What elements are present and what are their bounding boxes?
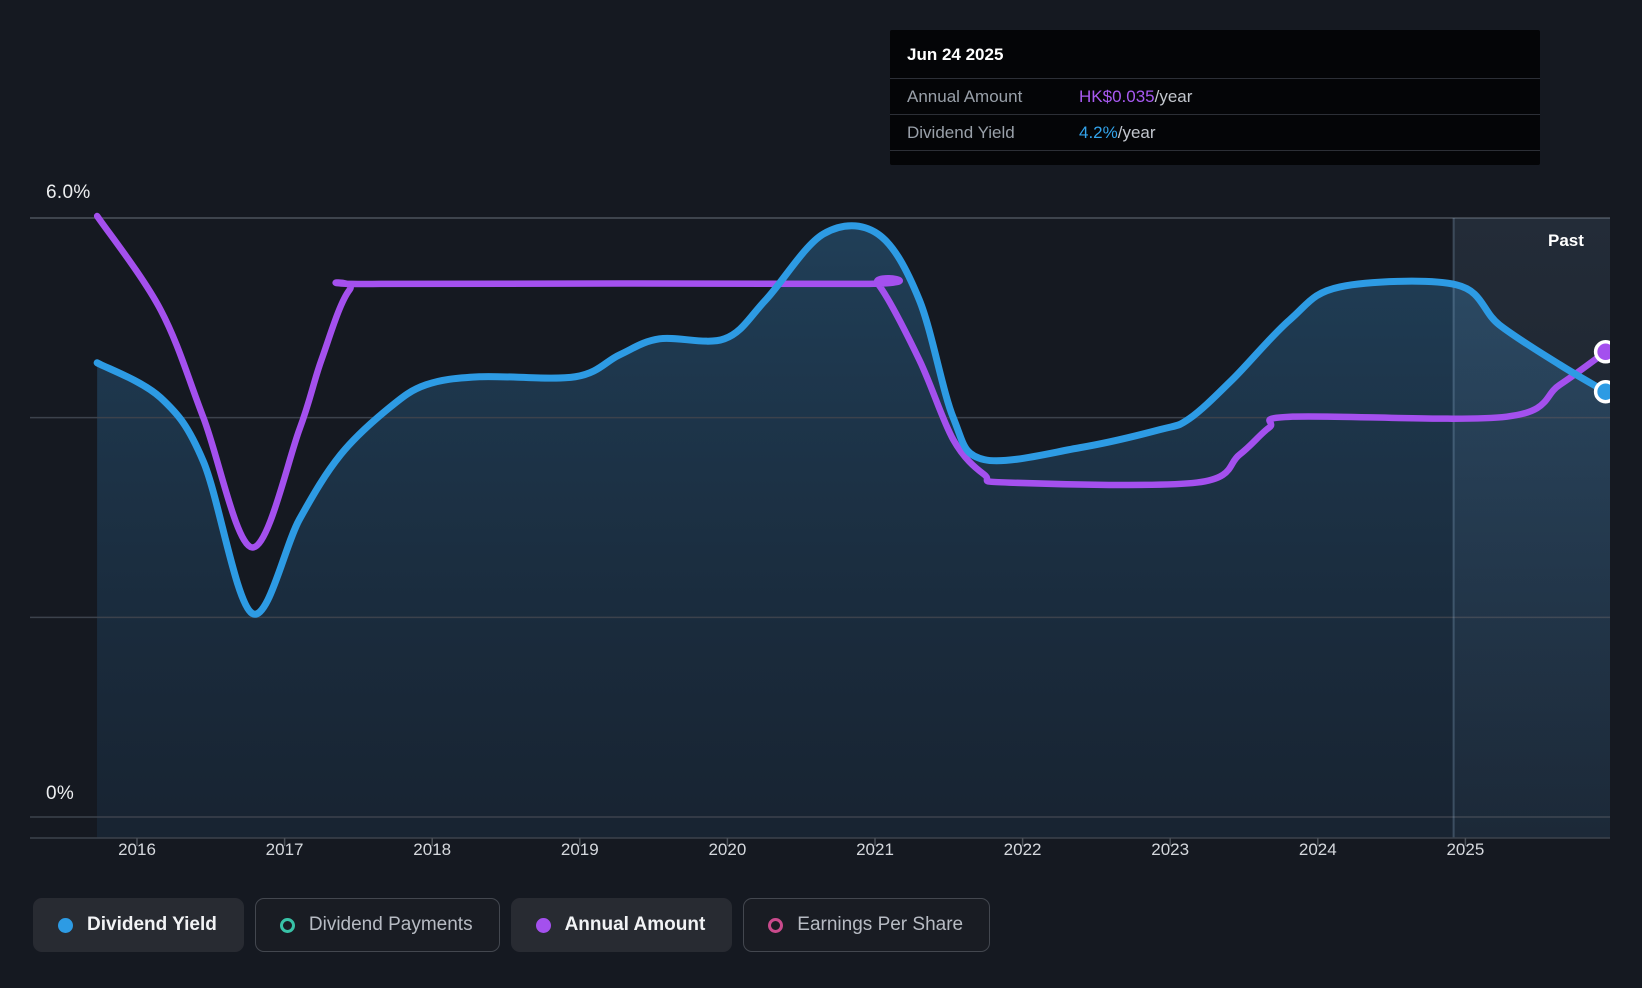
legend-button-earnings-per-share[interactable]: Earnings Per Share bbox=[743, 898, 991, 952]
legend-ring-dot-icon bbox=[279, 917, 295, 933]
x-axis-label-2023: 2023 bbox=[1151, 840, 1190, 859]
tooltip-row: Dividend Yield 4.2%/year bbox=[890, 114, 1540, 150]
legend-label: Dividend Payments bbox=[308, 914, 473, 935]
dividend-yield-line bbox=[93, 222, 1610, 618]
legend-label: Dividend Yield bbox=[87, 914, 217, 935]
legend-label: Earnings Per Share bbox=[797, 914, 964, 935]
legend-filled-dot-icon bbox=[58, 917, 73, 933]
y-axis-top-label: 6.0% bbox=[46, 182, 91, 203]
x-axis-label-2019: 2019 bbox=[560, 840, 599, 859]
right-margin bbox=[1610, 0, 1642, 988]
chart-tooltip: Jun 24 2025 Annual Amount HK$0.035/year Di… bbox=[890, 30, 1540, 165]
legend-ring-dot-icon bbox=[768, 917, 784, 933]
x-axis-label-2018: 2018 bbox=[413, 840, 452, 859]
tooltip-row-label: Annual Amount bbox=[907, 86, 1023, 106]
past-region-label: Past bbox=[1548, 231, 1584, 250]
x-axis-label-2024: 2024 bbox=[1298, 840, 1337, 859]
x-axis-label-2022: 2022 bbox=[1003, 840, 1042, 859]
y-axis-bottom-label: 0% bbox=[46, 783, 75, 804]
legend-label: Annual Amount bbox=[564, 914, 706, 935]
tooltip-row-label: Dividend Yield bbox=[907, 122, 1015, 142]
legend-button-dividend-payments[interactable]: Dividend Payments bbox=[254, 898, 500, 952]
tooltip-date: Jun 24 2025 bbox=[907, 45, 1004, 64]
tooltip-rows: Annual Amount HK$0.035/year Dividend Yield… bbox=[890, 78, 1540, 151]
tooltip-row-suffix: /year bbox=[1154, 86, 1193, 106]
annual-amount-line bbox=[93, 212, 1609, 551]
x-axis-label-2016: 2016 bbox=[118, 840, 156, 859]
dividend-yield-area bbox=[97, 225, 1610, 838]
chart-legend: Dividend Yield Dividend Payments Annual Am… bbox=[33, 898, 991, 952]
x-axis-label-2025: 2025 bbox=[1446, 840, 1485, 859]
legend-filled-dot-icon bbox=[535, 917, 551, 933]
tooltip-row-suffix: /year bbox=[1117, 122, 1156, 142]
tooltip-row-value: HK$0.035 bbox=[1079, 86, 1155, 106]
tooltip-row: Annual Amount HK$0.035/year bbox=[890, 78, 1540, 114]
past-region bbox=[1453, 218, 1610, 838]
x-axis-label-2017: 2017 bbox=[265, 840, 304, 859]
legend-button-dividend-yield[interactable]: Dividend Yield bbox=[33, 898, 244, 952]
legend-button-annual-amount[interactable]: Annual Amount bbox=[510, 898, 733, 952]
x-axis-label-2020: 2020 bbox=[708, 840, 747, 859]
tooltip-row-value: 4.2% bbox=[1079, 122, 1118, 142]
x-axis-label-2021: 2021 bbox=[856, 840, 894, 859]
